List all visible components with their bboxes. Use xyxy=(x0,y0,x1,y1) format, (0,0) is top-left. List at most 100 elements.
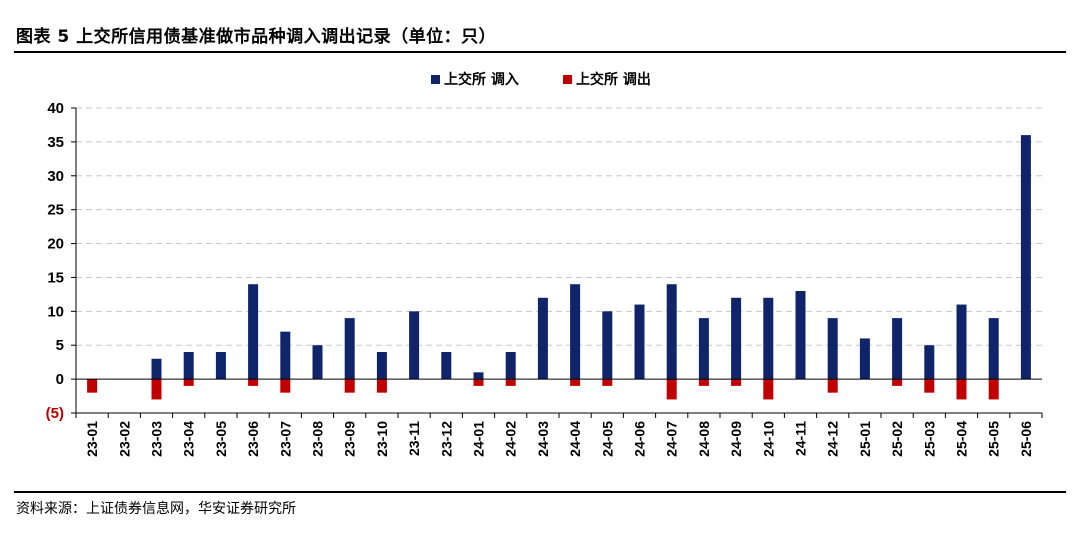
bar-out xyxy=(183,379,194,386)
bar-in xyxy=(859,338,870,380)
bar-in xyxy=(151,358,162,380)
x-tick-label: 24-12 xyxy=(825,421,841,457)
footer-rule xyxy=(14,491,1066,493)
y-tick-label: 40 xyxy=(47,100,64,117)
y-tick-label: 5 xyxy=(56,337,64,354)
bar-out xyxy=(698,379,709,386)
bar-in xyxy=(956,304,967,380)
x-tick-label: 23-08 xyxy=(310,421,326,457)
bar-out xyxy=(473,379,484,386)
x-tick-label: 23-09 xyxy=(342,421,358,457)
bar-out xyxy=(376,379,387,393)
x-tick-label: 24-06 xyxy=(632,421,648,457)
bar-out xyxy=(248,379,259,386)
bar-out xyxy=(602,379,613,386)
series-in xyxy=(151,135,1031,380)
bar-out xyxy=(731,379,742,386)
bar-out xyxy=(956,379,967,400)
x-tick-label: 25-04 xyxy=(954,421,970,457)
bar-out xyxy=(344,379,355,393)
bar-in xyxy=(892,318,903,380)
x-tick-label: 24-04 xyxy=(567,421,583,457)
y-axis: 40 35 30 25 20 15 10 5 0 (5) xyxy=(46,100,77,422)
bar-out xyxy=(924,379,935,393)
x-tick-label: 25-02 xyxy=(889,421,905,457)
y-tick-label: 35 xyxy=(47,134,64,151)
bar-in xyxy=(248,284,259,380)
bar-in xyxy=(505,352,516,380)
title-rule xyxy=(14,51,1066,53)
x-tick-label: 24-08 xyxy=(696,421,712,457)
bar-in xyxy=(409,311,420,380)
legend-label-out: 上交所 调出 xyxy=(576,71,651,88)
x-tick-label: 24-09 xyxy=(728,421,744,457)
y-tick-label: 25 xyxy=(47,202,64,219)
series-out xyxy=(87,379,999,400)
bar-out xyxy=(827,379,838,393)
bar-out xyxy=(151,379,162,400)
bar-in xyxy=(344,318,355,380)
y-tick-label: 10 xyxy=(47,303,64,320)
bar-in xyxy=(441,352,452,380)
bar-out xyxy=(763,379,774,400)
legend: 上交所 调入 上交所 调出 xyxy=(431,71,651,88)
bar-in xyxy=(988,318,999,380)
bar-in xyxy=(376,352,387,380)
x-tick-label: 24-01 xyxy=(471,421,487,457)
x-tick-label: 23-03 xyxy=(149,421,165,457)
x-tick-label: 23-05 xyxy=(213,421,229,457)
bar-in xyxy=(763,297,774,380)
chart-title: 图表 5 上交所信用债基准做市品种调入调出记录（单位：只） xyxy=(16,27,497,47)
bar-in xyxy=(183,352,194,380)
x-tick-label: 23-06 xyxy=(245,421,261,457)
legend-swatch-out xyxy=(563,75,572,84)
bar-in xyxy=(537,297,548,380)
source-note: 资料来源：上证债券信息网，华安证券研究所 xyxy=(16,501,296,517)
bar-in xyxy=(570,284,581,380)
x-tick-label: 23-02 xyxy=(116,421,132,457)
bar-in xyxy=(602,311,613,380)
legend-swatch-in xyxy=(431,75,440,84)
bar-out xyxy=(892,379,903,386)
bar-in xyxy=(473,372,484,380)
x-tick-label: 24-11 xyxy=(793,421,809,456)
bar-in xyxy=(312,345,323,380)
y-tick-label: 20 xyxy=(47,236,64,253)
x-tick-label: 25-06 xyxy=(1018,421,1034,457)
y-tick-label: 30 xyxy=(47,168,64,185)
bar-out xyxy=(570,379,581,386)
y-tick-label: 15 xyxy=(47,269,64,286)
x-tick-label: 23-12 xyxy=(438,421,454,457)
bar-in xyxy=(795,291,806,380)
y-tick-label: (5) xyxy=(46,405,64,422)
bar-in xyxy=(827,318,838,380)
bar-out xyxy=(666,379,677,400)
bar-in xyxy=(280,331,291,380)
x-tick-label: 23-11 xyxy=(406,421,422,456)
bar-out xyxy=(280,379,291,393)
x-tick-label: 25-01 xyxy=(857,421,873,457)
x-tick-label: 24-03 xyxy=(535,421,551,457)
bar-out xyxy=(87,379,98,393)
x-tick-label: 25-05 xyxy=(986,421,1002,457)
bar-in xyxy=(1020,135,1031,380)
x-tick-label: 23-04 xyxy=(181,421,197,457)
x-tick-label: 24-02 xyxy=(503,421,519,457)
bar-in xyxy=(634,304,645,380)
x-tick-label: 24-05 xyxy=(599,421,615,457)
bar-in xyxy=(215,352,226,380)
bar-in xyxy=(698,318,709,380)
legend-label-in: 上交所 调入 xyxy=(444,71,519,88)
x-tick-label: 24-07 xyxy=(664,421,680,457)
x-tick-label: 23-10 xyxy=(374,421,390,457)
bar-out xyxy=(988,379,999,400)
x-axis: 23-01 23-02 23-03 23-04 23-05 23-06 23-07 23-08… xyxy=(75,378,1043,457)
x-tick-label: 25-03 xyxy=(921,421,937,457)
bar-in xyxy=(924,345,935,380)
x-tick-label: 23-07 xyxy=(277,421,293,457)
x-tick-label: 24-10 xyxy=(760,421,776,457)
y-tick-label: 0 xyxy=(56,371,64,388)
x-tick-label: 23-01 xyxy=(84,421,100,457)
bar-in xyxy=(666,284,677,380)
